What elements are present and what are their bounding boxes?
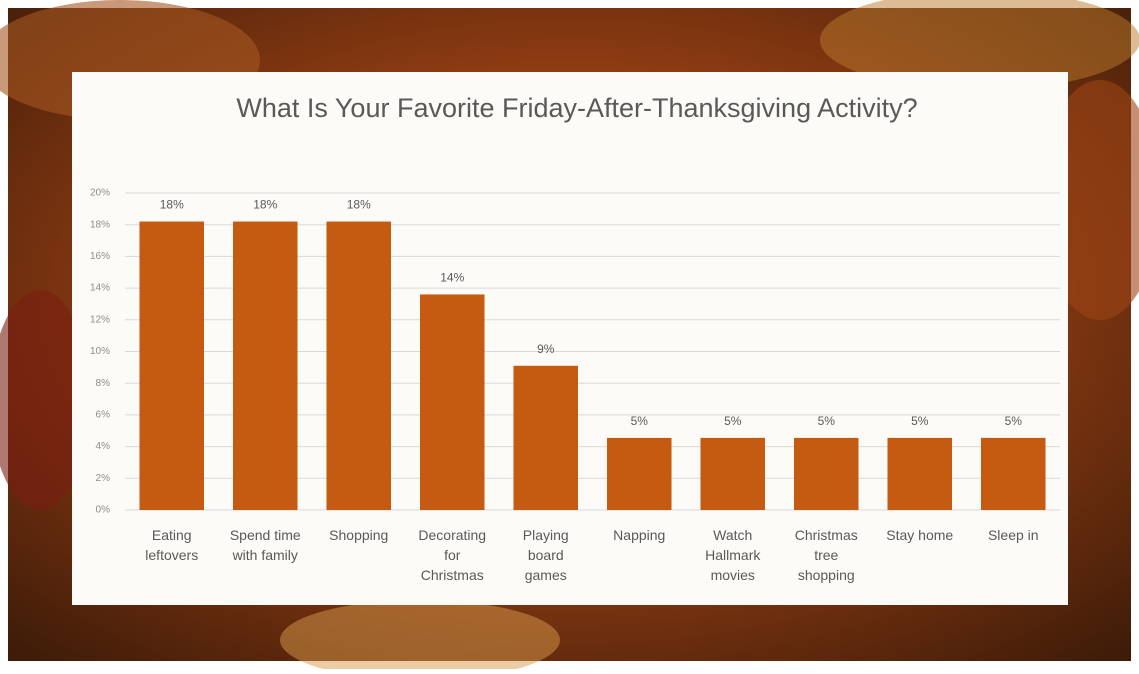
bar (793, 437, 859, 510)
bar (700, 437, 766, 510)
y-tick-label: 8% (96, 378, 111, 389)
bar (513, 365, 579, 510)
y-tick-label: 14% (90, 283, 110, 294)
y-tick-label: 16% (90, 251, 110, 262)
data-label: 14% (440, 271, 464, 285)
y-tick-label: 2% (96, 473, 111, 484)
x-tick-label: Stay home (886, 527, 953, 543)
data-label: 5% (818, 414, 836, 428)
bar (606, 437, 672, 510)
x-tick-label: Shopping (329, 527, 388, 543)
bar (980, 437, 1046, 510)
bar (887, 437, 953, 510)
data-label: 18% (347, 198, 371, 212)
leaf (280, 600, 560, 674)
data-label: 5% (724, 414, 742, 428)
data-label: 9% (537, 342, 555, 356)
y-tick-label: 10% (90, 346, 110, 357)
data-label: 18% (253, 198, 277, 212)
x-tick-label: Watch Hallmark movies (705, 527, 761, 583)
chart-panel (72, 72, 1068, 605)
y-tick-label: 20% (90, 188, 110, 199)
y-tick-label: 6% (96, 410, 111, 421)
bar (419, 294, 485, 510)
x-tick-label: Napping (613, 527, 665, 543)
x-tick-label: Decorating for Christmas (418, 527, 486, 583)
bar (232, 221, 298, 510)
y-tick-label: 12% (90, 314, 110, 325)
data-label: 5% (911, 414, 929, 428)
x-tick-label: Sleep in (988, 527, 1039, 543)
x-tick-label: Christmas tree shopping (795, 527, 858, 583)
data-label: 18% (160, 198, 184, 212)
chart-title: What Is Your Favorite Friday-After-Thank… (236, 93, 917, 123)
x-tick-label: Eating leftovers (145, 527, 198, 563)
data-label: 5% (1005, 414, 1023, 428)
y-tick-label: 18% (90, 219, 110, 230)
x-tick-label: Playing board games (523, 527, 569, 583)
y-tick-label: 4% (96, 441, 111, 452)
leaf (820, 0, 1139, 90)
data-label: 5% (631, 414, 649, 428)
x-tick-label: Spend time with family (230, 527, 301, 563)
bar (139, 221, 205, 510)
y-tick-label: 0% (96, 505, 111, 516)
leaf (0, 290, 90, 510)
bar (326, 221, 392, 510)
